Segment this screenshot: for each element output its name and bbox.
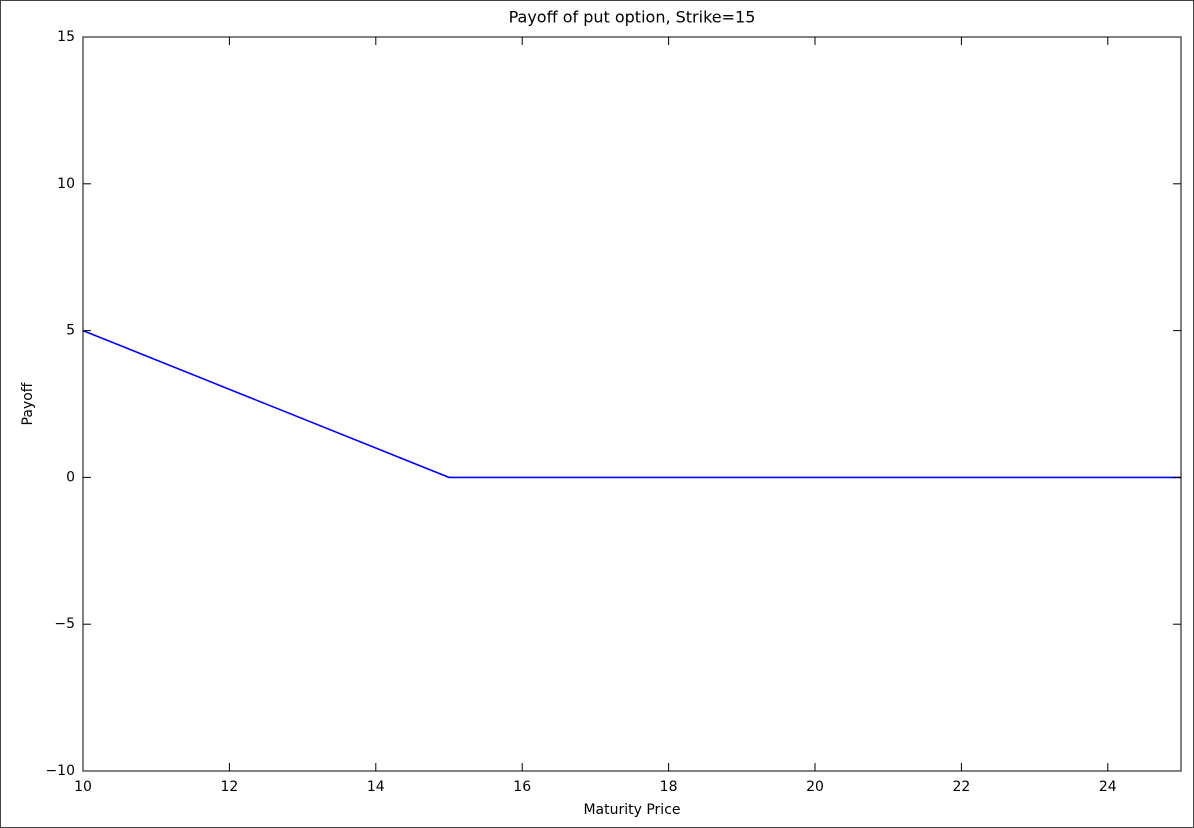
x-tick-label: 20 — [806, 779, 824, 795]
x-axis-label: Maturity Price — [583, 802, 680, 818]
x-tick-label: 24 — [1099, 779, 1117, 795]
y-tick-label: 5 — [66, 323, 75, 339]
x-tick-label: 10 — [74, 779, 92, 795]
y-tick-label: 0 — [66, 469, 75, 485]
x-tick-label: 16 — [513, 779, 531, 795]
y-tick-label: −10 — [45, 763, 75, 779]
y-tick-label: −5 — [54, 616, 75, 632]
plot-area — [82, 36, 1182, 772]
x-tick-label: 12 — [220, 779, 238, 795]
x-tick-label: 22 — [952, 779, 970, 795]
chart-title: Payoff of put option, Strike=15 — [509, 8, 756, 27]
x-tick-label: 14 — [367, 779, 385, 795]
x-tick-label: 18 — [660, 779, 678, 795]
y-axis-label: Payoff — [20, 382, 36, 425]
y-tick-label: 15 — [57, 29, 75, 45]
line — [82, 329, 1181, 479]
y-tick-label: 10 — [57, 176, 75, 192]
